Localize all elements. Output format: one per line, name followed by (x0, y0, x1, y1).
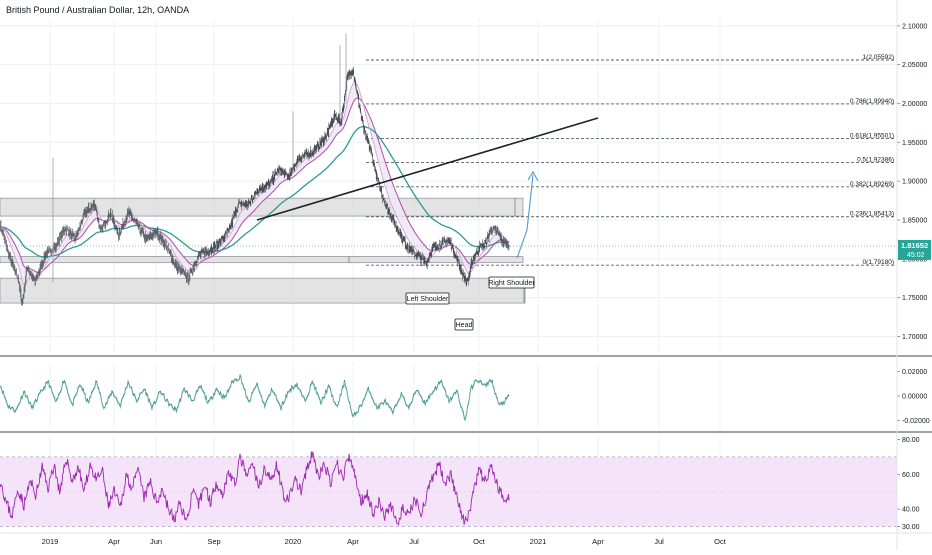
symbol-title: British Pound / Australian Dollar, 12h, … (6, 5, 190, 15)
projection-arrow (516, 174, 534, 259)
rsi-tick-label: 80.00 (902, 437, 920, 444)
x-tick-label: 2019 (42, 537, 59, 546)
annotation-left-shoulder: Left Shoulder (407, 296, 449, 303)
osc-tick-label: 0.02000 (902, 369, 927, 376)
x-tick-label: Apr (347, 537, 359, 546)
ema-mid-line (0, 97, 510, 273)
fib-level-label: 0.236(1.85413) (850, 211, 894, 218)
x-tick-label: 2020 (285, 537, 302, 546)
x-tick-label: Jul (654, 537, 664, 546)
moving-averages (0, 81, 510, 286)
y-tick-label: 2.00000 (902, 101, 927, 108)
x-tick-label: Jul (409, 537, 419, 546)
rsi-tick-label: 30.00 (902, 524, 920, 531)
price-candles (0, 33, 510, 306)
drawings: Left Shoulder Right Shoulder Head (256, 117, 599, 331)
annotation-left-shoulder-box (405, 292, 450, 305)
ema-fast-line (0, 81, 510, 286)
fib-level-label: 0.5(1.92386) (857, 157, 894, 164)
fib-level-label: 0(1.79180) (863, 259, 894, 266)
oscillator-pane (0, 373, 510, 422)
fib-level-label: 0.618(1.95501) (850, 132, 894, 139)
annotation-right-shoulder: Right Shoulder (488, 280, 535, 287)
y-tick-label: 2.05000 (902, 62, 927, 69)
rsi-line (0, 451, 510, 526)
fib-level-label: 1(2.05592) (863, 54, 894, 61)
zone-rect (0, 256, 524, 264)
y-tick-label: 1.75000 (902, 295, 927, 302)
x-tick-label: Apr (108, 537, 120, 546)
trend-line (256, 117, 599, 221)
y-tick-label: 2.10000 (902, 23, 927, 30)
y-tick-label: 1.90000 (902, 179, 927, 186)
x-tick-label: 2021 (530, 537, 547, 546)
osc-tick-label: -0.02000 (902, 418, 930, 425)
annotation-right-shoulder-box (488, 276, 535, 289)
oscillator-line (0, 373, 510, 422)
fibonacci-retracement: 1(2.05592) 0.786(1.99940) 0.618(1.95501) 0.… (366, 54, 896, 266)
x-tick-label: Sep (207, 537, 220, 546)
annotation-head: Head (456, 322, 473, 329)
osc-tick-label: 0.00000 (902, 394, 927, 401)
y-tick-label: 1.70000 (902, 334, 927, 341)
ema-slow-line (0, 126, 510, 258)
last-price-tag (898, 239, 931, 260)
bar-countdown: 45:02 (907, 252, 925, 259)
x-tick-label: Oct (473, 537, 486, 546)
support-resistance-zones (0, 197, 526, 304)
x-tick-label: Apr (592, 537, 604, 546)
annotation-head-box (454, 318, 474, 331)
rsi-tick-label: 40.00 (902, 507, 920, 514)
y-tick-label: 1.85000 (902, 217, 927, 224)
fib-level-label: 0.786(1.99940) (850, 98, 894, 105)
fib-level-label: 0.382(1.89269) (850, 181, 894, 188)
last-price-value: 1.81652 (901, 241, 928, 250)
projection-arrow-head (527, 170, 539, 182)
x-tick-label: Jun (150, 537, 162, 546)
rsi-tick-label: 60.00 (902, 472, 920, 479)
rsi-pane (0, 451, 897, 527)
x-tick-label: Oct (714, 537, 727, 546)
oscillator-signal-line (0, 376, 510, 422)
grid (0, 18, 897, 530)
y-tick-label: 1.95000 (902, 140, 927, 147)
